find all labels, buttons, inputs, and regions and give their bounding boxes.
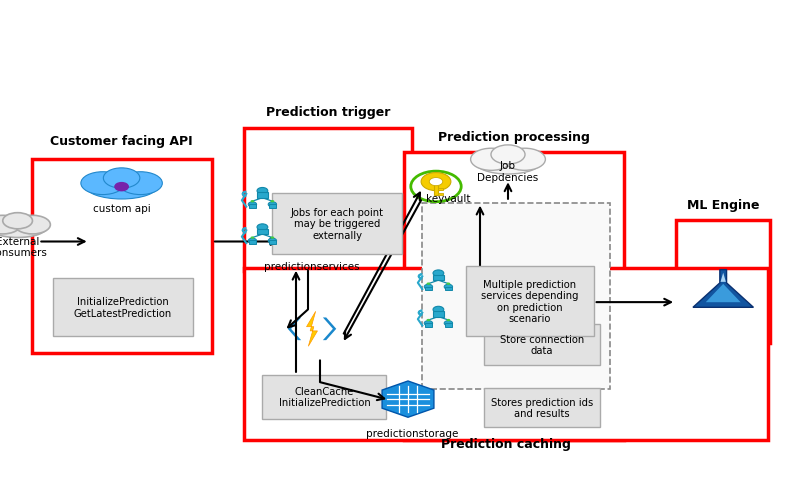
Ellipse shape — [2, 213, 33, 229]
FancyBboxPatch shape — [32, 160, 212, 353]
FancyBboxPatch shape — [433, 275, 444, 281]
FancyBboxPatch shape — [425, 323, 432, 327]
Text: Customer facing API: Customer facing API — [50, 135, 193, 148]
FancyArrowPatch shape — [293, 273, 299, 373]
Text: predictionstorage: predictionstorage — [366, 428, 458, 438]
Polygon shape — [288, 318, 301, 340]
Circle shape — [270, 201, 274, 203]
Circle shape — [446, 319, 450, 321]
Text: predictionservices: predictionservices — [264, 261, 360, 271]
Ellipse shape — [504, 149, 546, 171]
Text: Job
Depdencies: Job Depdencies — [478, 161, 538, 182]
Text: Prediction trigger: Prediction trigger — [266, 106, 390, 119]
Ellipse shape — [491, 146, 525, 165]
Polygon shape — [306, 312, 318, 347]
Circle shape — [433, 271, 444, 277]
FancyBboxPatch shape — [438, 189, 442, 191]
Ellipse shape — [0, 217, 47, 238]
FancyBboxPatch shape — [466, 266, 594, 336]
FancyBboxPatch shape — [269, 241, 276, 245]
Circle shape — [268, 239, 277, 244]
Text: InitializePrediction
GetLatestPrediction: InitializePrediction GetLatestPrediction — [74, 297, 172, 318]
Text: Store connection
data: Store connection data — [500, 334, 584, 356]
Ellipse shape — [470, 149, 512, 171]
FancyBboxPatch shape — [249, 241, 256, 245]
Circle shape — [250, 201, 254, 203]
Circle shape — [424, 321, 433, 326]
Text: custom api: custom api — [93, 203, 150, 213]
FancyBboxPatch shape — [425, 287, 432, 291]
FancyBboxPatch shape — [676, 220, 770, 344]
Ellipse shape — [85, 173, 158, 199]
FancyBboxPatch shape — [257, 193, 268, 198]
Circle shape — [250, 237, 254, 239]
Circle shape — [268, 202, 277, 208]
Circle shape — [426, 283, 430, 285]
FancyBboxPatch shape — [244, 128, 412, 271]
Circle shape — [248, 202, 257, 208]
FancyBboxPatch shape — [422, 203, 610, 390]
Circle shape — [426, 319, 430, 321]
Text: Prediction processing: Prediction processing — [438, 131, 590, 144]
Text: Stores prediction ids
and results: Stores prediction ids and results — [491, 397, 593, 418]
Circle shape — [257, 188, 268, 195]
FancyBboxPatch shape — [249, 205, 256, 209]
Ellipse shape — [474, 150, 542, 175]
Circle shape — [115, 183, 128, 191]
Text: External
Consumers: External Consumers — [0, 236, 47, 257]
Text: Jobs for each point
may be triggered
externally: Jobs for each point may be triggered ext… — [290, 207, 384, 241]
Ellipse shape — [0, 216, 21, 234]
FancyBboxPatch shape — [269, 205, 276, 209]
Circle shape — [446, 283, 450, 285]
Ellipse shape — [103, 168, 140, 189]
Ellipse shape — [81, 172, 125, 195]
Text: Prediction caching: Prediction caching — [441, 437, 570, 450]
FancyBboxPatch shape — [244, 269, 768, 440]
FancyArrowPatch shape — [320, 361, 384, 400]
FancyBboxPatch shape — [404, 152, 624, 440]
Circle shape — [257, 225, 268, 231]
FancyArrowPatch shape — [288, 271, 308, 328]
FancyBboxPatch shape — [257, 229, 268, 235]
FancyBboxPatch shape — [445, 287, 452, 291]
Circle shape — [444, 321, 453, 326]
Ellipse shape — [118, 172, 162, 195]
FancyBboxPatch shape — [445, 323, 452, 327]
Circle shape — [444, 285, 453, 290]
Text: keyvault: keyvault — [426, 194, 470, 203]
FancyBboxPatch shape — [53, 278, 193, 336]
Polygon shape — [323, 318, 336, 340]
Polygon shape — [706, 284, 741, 302]
Circle shape — [424, 285, 433, 290]
Circle shape — [433, 307, 444, 313]
FancyBboxPatch shape — [433, 312, 444, 317]
FancyBboxPatch shape — [484, 324, 600, 365]
FancyBboxPatch shape — [434, 182, 438, 195]
FancyBboxPatch shape — [272, 194, 402, 254]
Text: ML Engine: ML Engine — [687, 198, 759, 212]
FancyBboxPatch shape — [484, 388, 600, 427]
Text: CleanCache
InitializePrediction: CleanCache InitializePrediction — [278, 386, 370, 408]
Polygon shape — [693, 270, 754, 308]
Circle shape — [430, 178, 442, 186]
Text: Multiple prediction
services depending
on prediction
scenario: Multiple prediction services depending o… — [481, 279, 578, 324]
Polygon shape — [721, 273, 726, 282]
Circle shape — [421, 173, 451, 191]
FancyBboxPatch shape — [438, 193, 442, 195]
FancyBboxPatch shape — [262, 375, 386, 419]
Circle shape — [270, 237, 274, 239]
Ellipse shape — [14, 216, 50, 234]
Circle shape — [248, 239, 257, 244]
